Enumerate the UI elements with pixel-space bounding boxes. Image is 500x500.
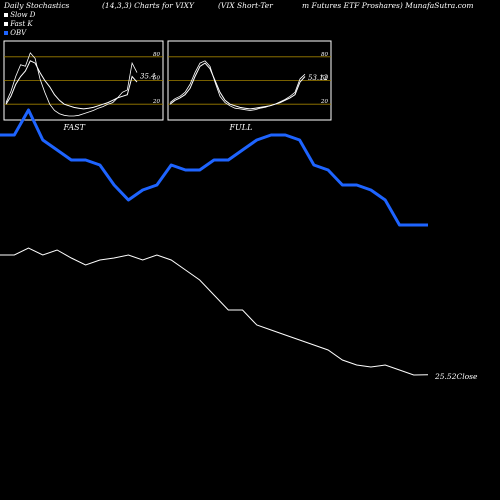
legend-fast-k: Fast K bbox=[4, 20, 33, 28]
value-label-full: 53.12 bbox=[308, 74, 329, 82]
legend-slow-d: Slow D bbox=[4, 11, 35, 19]
chart-subtitle: Daily Stochastics bbox=[4, 1, 70, 10]
legend-swatch-fast-k bbox=[4, 22, 8, 26]
legend-label-fast-k: Fast K bbox=[10, 20, 33, 28]
chart-source: m Futures ETF Proshares) MunafaSutra.com bbox=[302, 1, 474, 10]
series-line-full-slow-d bbox=[169, 62, 306, 110]
chart-symbol-name: (VIX Short-Ter bbox=[218, 1, 273, 10]
legend-swatch-obv bbox=[4, 31, 8, 35]
legend-label-obv: OBV bbox=[10, 29, 27, 37]
panel-title-full: FULL bbox=[229, 123, 253, 132]
close-price-line bbox=[0, 247, 429, 376]
panel-title-fast: FAST bbox=[63, 123, 86, 132]
ytick-fast-50: 50 bbox=[153, 76, 160, 82]
legend-label-slow-d: Slow D bbox=[10, 11, 36, 19]
legend-obv: OBV bbox=[4, 29, 26, 37]
obv-line bbox=[0, 108, 428, 227]
legend-swatch-slow-d bbox=[4, 13, 8, 17]
series-line-full-fast-k bbox=[169, 60, 306, 111]
series-line-fast-slow-d bbox=[5, 60, 138, 110]
value-label-fast: 35.4 bbox=[140, 73, 156, 81]
ytick-fast-80: 80 bbox=[153, 52, 160, 58]
last-close-label: 25.52Close bbox=[434, 372, 478, 381]
ytick-full-50: 50 bbox=[321, 76, 328, 82]
ytick-fast-20: 20 bbox=[152, 99, 160, 105]
ytick-full-80: 80 bbox=[321, 52, 328, 58]
chart-params: (14,3,3) Charts for VIXY bbox=[102, 1, 194, 10]
series-line-fast-fast-k bbox=[5, 52, 138, 117]
ytick-full-20: 20 bbox=[320, 99, 328, 105]
